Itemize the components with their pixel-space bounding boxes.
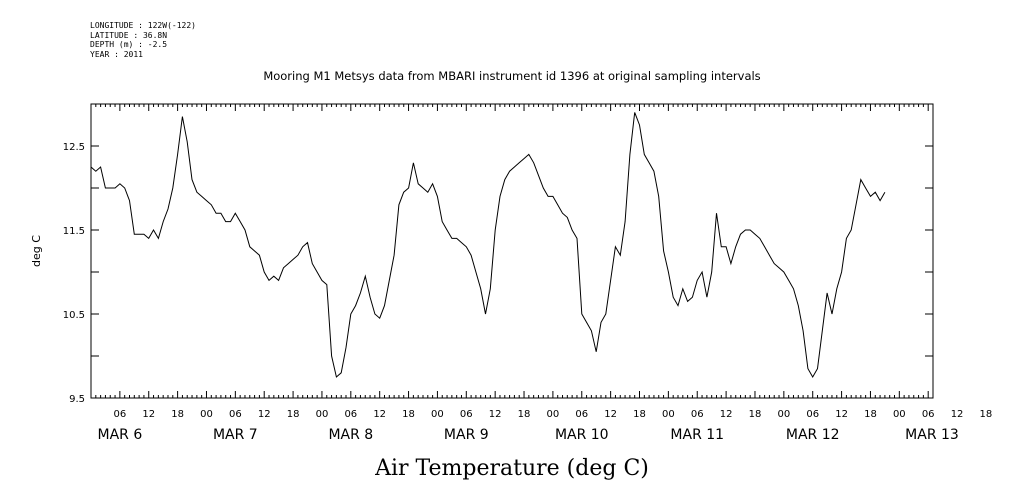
x-tick-label: 12 xyxy=(604,409,617,420)
depth-text: DEPTH (m) : -2.5 xyxy=(90,40,168,49)
axis-labels: 06 12 18 00 06 12 18 00 06 12 18 00 06 12 18 00 06 12 18 00… xyxy=(63,142,1009,443)
x-tick-label: 06 xyxy=(922,409,935,420)
x-tick-label: 18 xyxy=(518,409,531,420)
x-tick-label: 06 xyxy=(114,409,127,420)
x-tick-label: 18 xyxy=(402,409,415,420)
day-label: MAR 8 xyxy=(328,427,373,443)
x-tick-label: 00 xyxy=(200,409,213,420)
day-label: MAR 11 xyxy=(670,427,724,443)
year-text: YEAR : 2011 xyxy=(90,49,143,59)
x-tick-label: 00 xyxy=(316,409,329,420)
day-label: MAR 7 xyxy=(213,427,258,443)
y-tick-label: 9.5 xyxy=(69,394,85,405)
x-tick-label: 00 xyxy=(662,409,675,420)
plot-frame xyxy=(90,103,934,399)
x-tick-label: 12 xyxy=(142,409,155,420)
x-tick-label: 18 xyxy=(287,409,300,420)
x-tick-label: 06 xyxy=(806,409,819,420)
x-tick-label: 06 xyxy=(575,409,588,420)
x-tick-label: 18 xyxy=(171,409,184,420)
y-axis-label: deg C xyxy=(30,235,43,267)
x-tick-label: 12 xyxy=(373,409,386,420)
x-tick-label: 12 xyxy=(951,409,964,420)
chart-title: Mooring M1 Metsys data from MBARI instru… xyxy=(263,69,760,83)
series-line xyxy=(90,112,886,379)
day-label: MAR 13 xyxy=(905,427,959,443)
y-tick-label: 12.5 xyxy=(63,142,85,153)
day-label: MAR 9 xyxy=(444,427,489,443)
metadata-block: LONGITUDE : 122W(-122) LATITUDE : 36.8N … xyxy=(90,21,196,59)
x-tick-label: 06 xyxy=(460,409,473,420)
x-tick-label: 00 xyxy=(547,409,560,420)
x-tick-label: 12 xyxy=(258,409,271,420)
day-label: MAR 12 xyxy=(786,427,840,443)
day-label: MAR 6 xyxy=(97,427,142,443)
x-tick-label: 12 xyxy=(720,409,733,420)
x-tick-label: 18 xyxy=(633,409,646,420)
x-axis-label: Air Temperature (deg C) xyxy=(374,456,649,481)
x-tick-label: 00 xyxy=(893,409,906,420)
longitude-text: LONGITUDE : 122W(-122) xyxy=(90,21,196,30)
x-tick-label: 18 xyxy=(749,409,762,420)
x-tick-label: 06 xyxy=(691,409,704,420)
x-tick-label: 12 xyxy=(489,409,502,420)
y-tick-label: 11.5 xyxy=(63,226,85,237)
x-tick-label: 18 xyxy=(864,409,877,420)
x-tick-label: 06 xyxy=(229,409,242,420)
x-tick-label: 00 xyxy=(431,409,444,420)
axis-ticks xyxy=(91,103,933,399)
x-tick-label: 18 xyxy=(980,409,993,420)
latitude-text: LATITUDE : 36.8N xyxy=(90,30,168,40)
x-tick-label: 00 xyxy=(777,409,790,420)
y-tick-label: 10.5 xyxy=(63,310,85,321)
x-tick-label: 12 xyxy=(835,409,848,420)
x-tick-label: 06 xyxy=(344,409,357,420)
day-label: MAR 10 xyxy=(555,427,609,443)
